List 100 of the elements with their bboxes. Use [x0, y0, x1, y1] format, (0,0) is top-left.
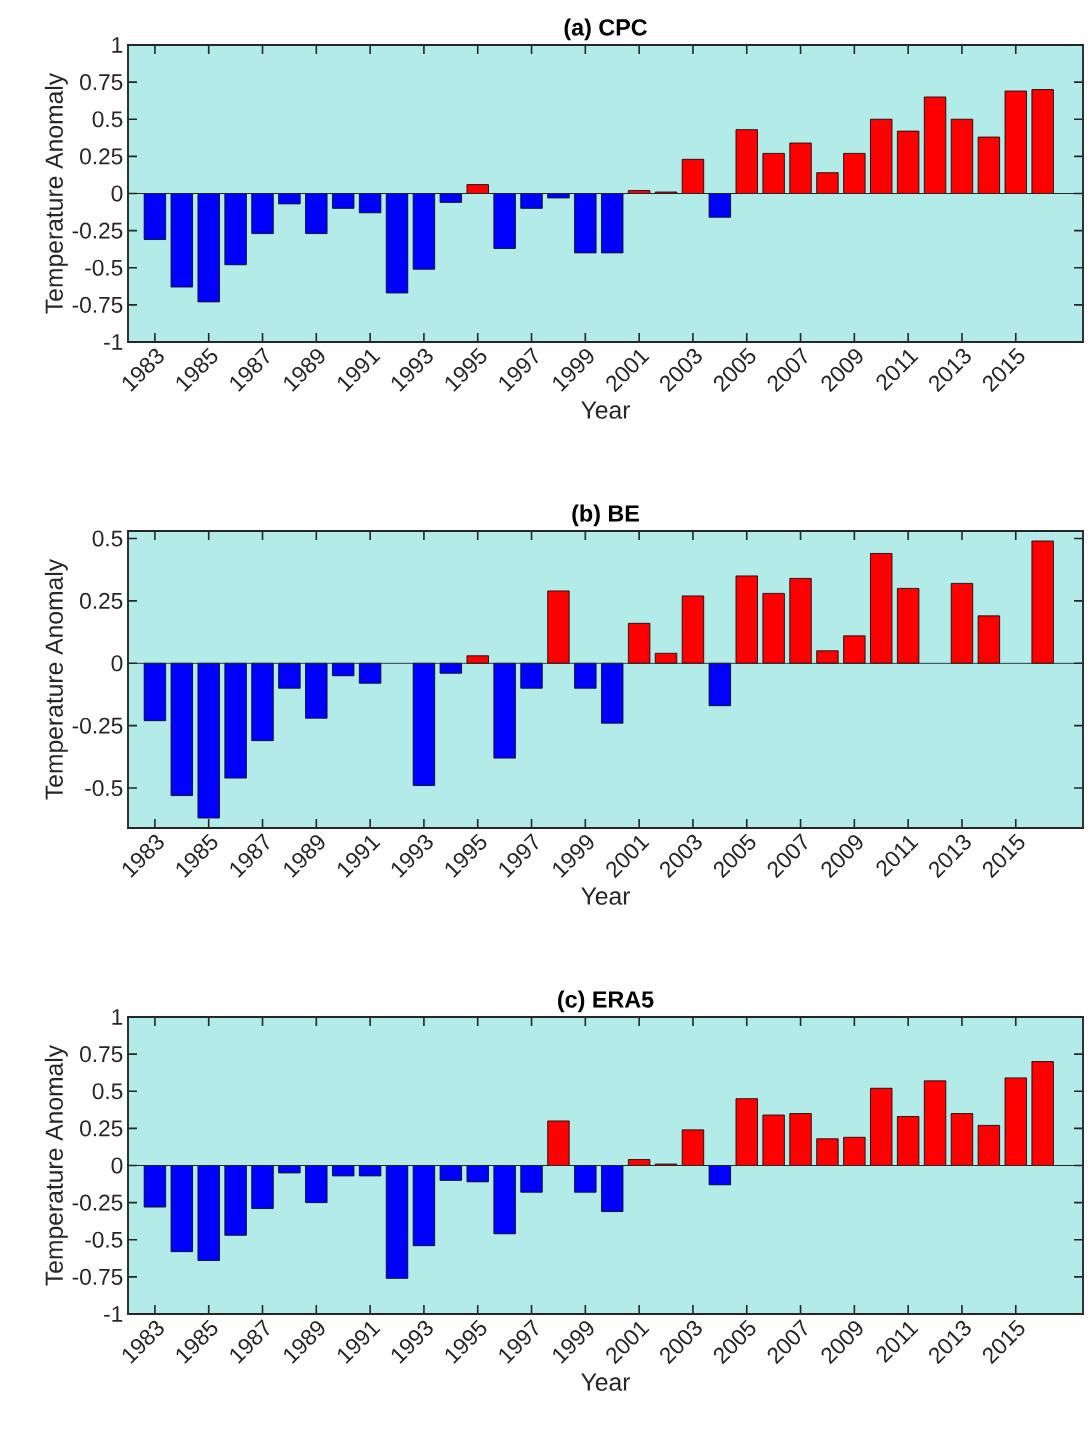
bar: [870, 553, 893, 664]
bar: [708, 1165, 731, 1186]
bar: [439, 1165, 462, 1181]
bar: [143, 1165, 167, 1208]
bar: [197, 662, 220, 819]
bar: [601, 193, 624, 254]
bar: [681, 158, 705, 194]
chart-title: (a) CPC: [564, 18, 647, 41]
bar: [278, 662, 301, 689]
bar: [520, 662, 543, 689]
bar: [493, 193, 516, 249]
y-tick-label: 0.25: [80, 592, 123, 609]
y-axis-title: Temperature Anomaly: [44, 558, 68, 800]
bar: [843, 152, 866, 194]
bar: [574, 193, 597, 254]
bar: [385, 193, 409, 294]
bar: [735, 575, 758, 664]
bar: [412, 1165, 436, 1247]
y-axis-title: Temperature Anomaly: [44, 72, 68, 314]
bar: [897, 130, 920, 194]
y-tick-label: 0.5: [92, 111, 123, 128]
y-tick-label: 0.75: [80, 1046, 123, 1063]
bar: [870, 1087, 893, 1166]
bar: [305, 662, 328, 719]
bar: [493, 1165, 516, 1235]
y-tick-label: 0.5: [92, 530, 123, 547]
bar: [1031, 89, 1054, 194]
bar: [870, 118, 893, 194]
bar: [681, 595, 705, 664]
bar: [977, 136, 1001, 194]
bar: [977, 1125, 1001, 1166]
y-tick-label: -0.25: [72, 1194, 123, 1211]
x-axis-title: Year: [581, 887, 631, 905]
bar: [923, 96, 947, 194]
bar: [627, 622, 651, 664]
bar: [843, 635, 866, 664]
bar: [735, 1098, 758, 1166]
bar: [547, 1120, 570, 1166]
y-tick-label: 1: [112, 1009, 123, 1025]
bar: [601, 662, 624, 724]
bar: [305, 193, 328, 234]
bar: [1004, 1077, 1027, 1166]
bar: [332, 1165, 355, 1177]
bar: [923, 1080, 947, 1166]
bar: [358, 1165, 382, 1177]
bar: [251, 662, 274, 742]
bar: [412, 662, 436, 786]
bar: [897, 1116, 920, 1166]
y-tick-label: -0.5: [85, 1231, 123, 1248]
bar: [816, 650, 839, 664]
bar: [574, 662, 597, 689]
bar: [170, 193, 193, 288]
y-tick-label: -0.5: [85, 780, 123, 797]
bar: [950, 583, 974, 664]
y-tick-label: -0.25: [72, 222, 123, 239]
bar: [897, 588, 920, 664]
bar: [762, 592, 785, 664]
bar: [332, 193, 355, 209]
bar: [977, 615, 1001, 664]
y-tick-label: -1: [104, 334, 123, 350]
bar: [520, 1165, 543, 1193]
bar: [1031, 1061, 1054, 1166]
bar: [735, 129, 758, 194]
y-tick-label: 0.5: [92, 1083, 123, 1100]
bar: [197, 1165, 220, 1261]
bar: [224, 662, 247, 779]
y-tick-label: 0.75: [80, 74, 123, 91]
bar: [332, 662, 355, 677]
bar: [412, 193, 436, 270]
bar: [762, 1114, 785, 1166]
y-tick-label: -0.75: [72, 296, 123, 313]
y-axis-title: Temperature Anomaly: [44, 1044, 68, 1286]
bar: [466, 655, 489, 664]
bar: [654, 652, 678, 664]
bar: [950, 118, 974, 194]
bar: [789, 578, 812, 664]
bar: [224, 1165, 247, 1236]
bar: [520, 193, 543, 209]
bar: [574, 1165, 597, 1193]
bar: [681, 1129, 705, 1166]
bar: [789, 142, 812, 194]
y-tick-label: -0.75: [72, 1268, 123, 1285]
bar: [816, 172, 839, 194]
bar: [305, 1165, 328, 1204]
bar: [547, 590, 570, 664]
bar: [143, 662, 167, 722]
chart-title: (b) BE: [572, 504, 639, 527]
bar: [358, 193, 382, 214]
bar: [439, 662, 462, 674]
bar: [843, 1136, 866, 1166]
y-tick-label: 1: [112, 37, 123, 53]
y-tick-label: 0: [111, 1157, 123, 1174]
y-tick-label: 0.25: [80, 1120, 123, 1137]
bar: [466, 1165, 489, 1183]
bar: [170, 662, 193, 796]
y-tick-label: -0.25: [72, 717, 123, 734]
bar: [601, 1165, 624, 1212]
bar: [278, 193, 301, 205]
bar: [762, 152, 785, 194]
bar: [1031, 540, 1054, 664]
